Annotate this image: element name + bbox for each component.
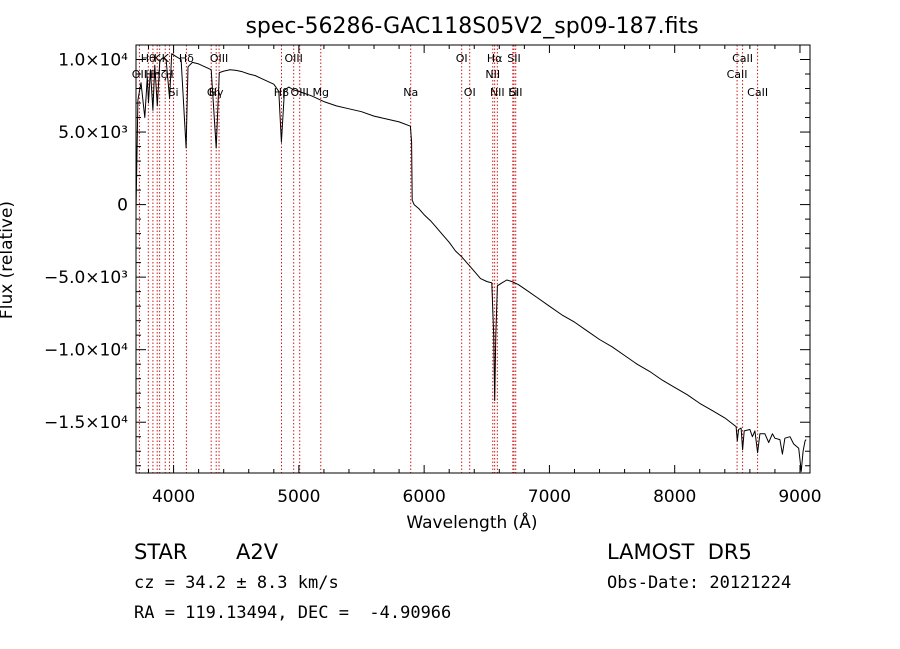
y-tick-label: 1.0×10⁴ (58, 51, 128, 71)
line-marker-label: SII (507, 52, 520, 65)
x-tick-label: 6000 (403, 487, 446, 507)
plot-frame (135, 44, 811, 474)
line-marker-label: OIII (285, 52, 303, 65)
line-marker-label: K (154, 52, 162, 65)
line-marker-label: CaII (732, 52, 753, 65)
x-tick-label: 9000 (778, 487, 821, 507)
x-tick-label: 8000 (653, 487, 696, 507)
line-marker-label: Na (403, 86, 418, 99)
line-marker-label: Hα (487, 52, 503, 65)
line-marker-label: Hη (145, 68, 160, 81)
y-tick-label: 5.0×10³ (58, 123, 128, 143)
line-marker-label: H (165, 68, 173, 81)
redshift-text: cz = 34.2 ± 8.3 km/s (134, 573, 339, 593)
object-class: STAR (134, 540, 188, 564)
y-tick-label: −1.0×10⁴ (44, 341, 128, 361)
x-axis-ticks: 4000 5000 6000 7000 8000 9000 (148, 45, 822, 507)
x-tick-label: 7000 (528, 487, 571, 507)
x-axis-label: Wavelength (Å) (406, 511, 537, 533)
line-marker-label: Mg (313, 86, 329, 99)
chart-title: spec-56286-GAC118S05V2_sp09-187.fits (245, 14, 698, 39)
y-tick-label: −1.5×10⁴ (44, 413, 128, 433)
y-tick-label: −5.0×10³ (44, 268, 128, 288)
line-marker-label: CaII (727, 68, 748, 81)
line-marker-label: OI (464, 86, 476, 99)
spectrum-line (135, 53, 807, 472)
obs-date: Obs-Date: 20121224 (607, 573, 792, 593)
line-marker-label: Hθ (141, 52, 156, 65)
y-tick-label: 0 (117, 196, 128, 216)
y-axis-label: Flux (relative) (0, 201, 17, 319)
line-marker-label: Hγ (209, 86, 224, 99)
line-marker-label: OI (456, 52, 468, 65)
line-marker-label: CaII (747, 86, 768, 99)
survey-name: LAMOST DR5 (607, 540, 752, 564)
line-marker-label: Li (508, 86, 517, 99)
line-markers (138, 45, 759, 473)
line-marker-label: OIII (210, 52, 228, 65)
line-marker-label: Hζ (153, 68, 167, 81)
line-marker-label: SII (509, 86, 522, 99)
coordinates: RA = 119.13494, DEC = -4.90966 (134, 603, 452, 623)
x-tick-label: 5000 (277, 487, 320, 507)
x-tick-label: 4000 (152, 487, 195, 507)
subclass: A2V (236, 540, 279, 564)
line-marker-label: G (207, 86, 216, 99)
line-marker-label: NII (490, 86, 505, 99)
line-marker-label: Si (169, 86, 179, 99)
line-marker-label: NII (485, 68, 500, 81)
line-marker-label: OIII (291, 86, 309, 99)
line-marker-label: K (162, 52, 170, 65)
line-marker-label: Hδ (179, 52, 194, 65)
y-axis-ticks: 1.0×10⁴ 5.0×10³ 0 −5.0×10³ −1.0×10⁴ −1.5×10⁴ (44, 44, 810, 467)
